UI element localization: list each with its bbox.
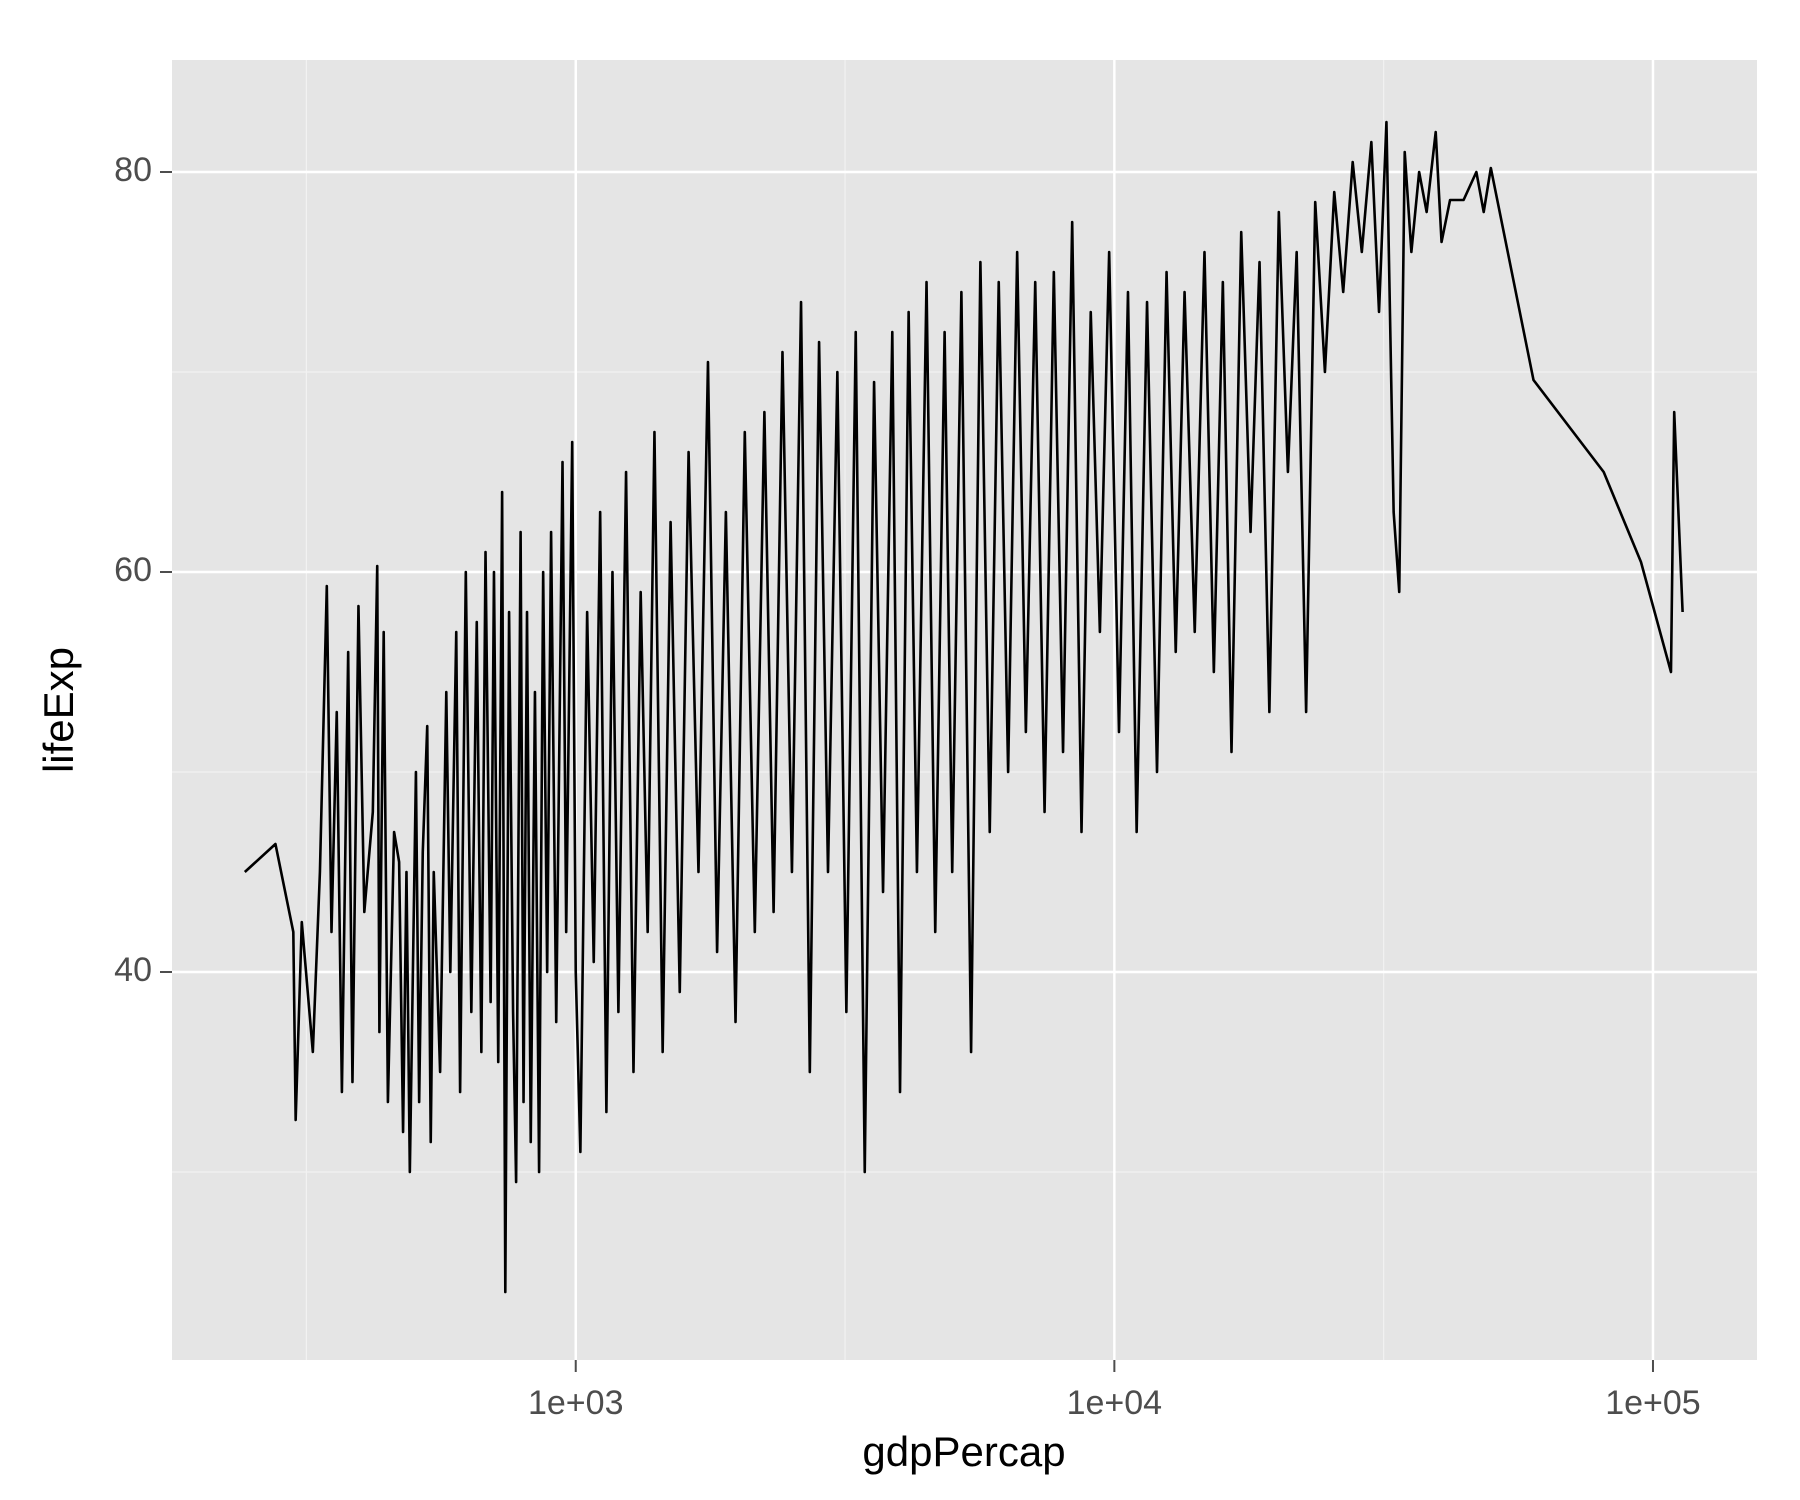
x-tick-label: 1e+03: [528, 1384, 624, 1422]
y-tick-label: 60: [114, 551, 152, 589]
panel: [172, 60, 1757, 1360]
x-tick-label: 1e+04: [1067, 1384, 1163, 1422]
marks: [243, 120, 1684, 1294]
x-tick-label: 1e+05: [1605, 1384, 1701, 1422]
y-axis-title: lifeExp: [35, 647, 82, 773]
line: [243, 120, 1684, 1294]
x-axis-title: gdpPercap: [862, 1428, 1065, 1475]
y-tick-label: 80: [114, 151, 152, 189]
y-tick-label: 40: [114, 951, 152, 989]
